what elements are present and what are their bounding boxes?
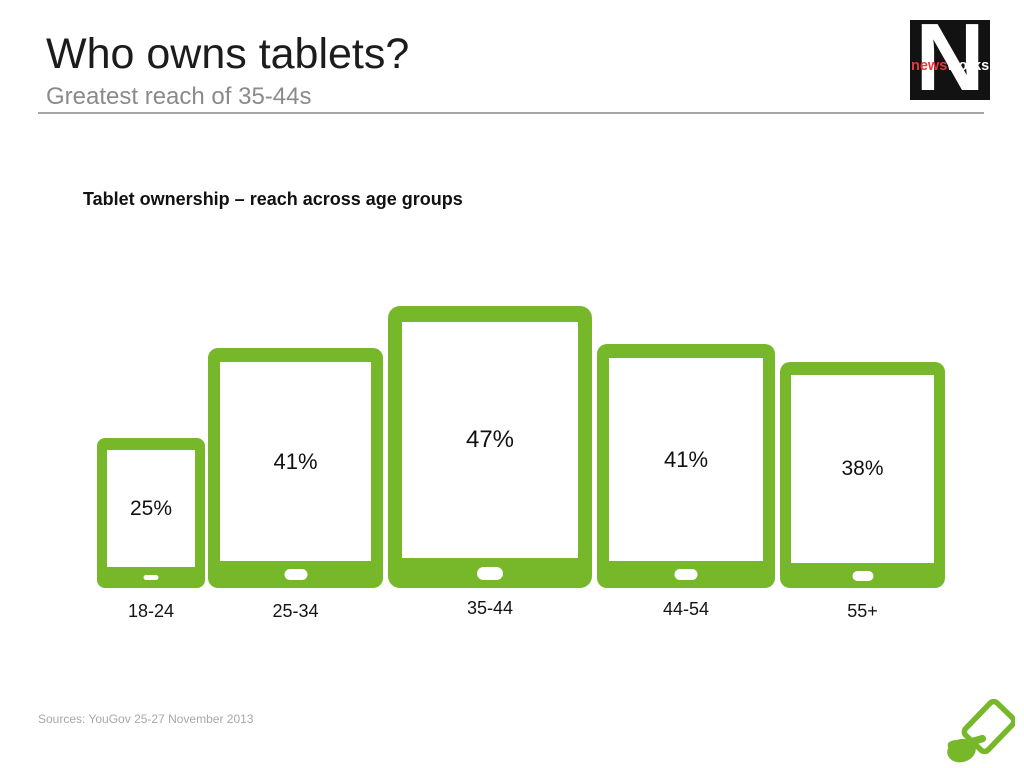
- slide-subtitle: Greatest reach of 35-44s: [46, 83, 312, 110]
- tablet-screen: 25%: [107, 450, 195, 567]
- value-label: 41%: [663, 446, 709, 472]
- header-divider: [38, 112, 984, 114]
- tablet-figure-18-24: 25%: [97, 438, 205, 588]
- logo-wordmark: newsworks: [911, 58, 989, 74]
- age-group-label: 55+: [847, 601, 878, 621]
- tablet-figure-25-34: 41%: [208, 348, 383, 588]
- logo-n-letter: N: [915, 20, 985, 100]
- value-label: 38%: [841, 457, 884, 480]
- home-button-icon: [143, 575, 159, 580]
- hand-touch-tablet-icon: [947, 698, 1015, 763]
- sources-note: Sources: YouGov 25-27 November 2013: [38, 712, 254, 726]
- tablet-screen: 41%: [220, 362, 371, 561]
- age-group-label: 18-24: [127, 601, 175, 621]
- newsworks-logo: N newsworks: [910, 20, 990, 100]
- tablet-screen: 38%: [791, 375, 934, 563]
- home-button-icon: [477, 566, 503, 580]
- tablet-figure-55plus: 38%: [780, 362, 945, 588]
- chart-heading: Tablet ownership – reach across age grou…: [83, 189, 463, 209]
- value-label: 47%: [465, 426, 515, 453]
- age-group-label: 44-54: [662, 599, 710, 619]
- logo-wordmark-news: news: [911, 58, 948, 74]
- tablet-figure-44-54: 41%: [597, 344, 775, 588]
- age-group-label: 25-34: [272, 601, 319, 621]
- tablet-screen: 47%: [402, 322, 578, 558]
- home-button-icon: [852, 570, 873, 581]
- tablet-figure-35-44: 47%: [388, 306, 592, 588]
- tablet-screen: 41%: [609, 358, 763, 561]
- slide-title: Who owns tablets?: [46, 30, 410, 78]
- home-button-icon: [284, 569, 307, 580]
- home-button-icon: [674, 569, 698, 580]
- value-label: 41%: [273, 448, 318, 474]
- age-group-label: 35-44: [466, 598, 514, 618]
- logo-wordmark-works: works: [947, 58, 990, 74]
- value-label: 25%: [129, 496, 173, 520]
